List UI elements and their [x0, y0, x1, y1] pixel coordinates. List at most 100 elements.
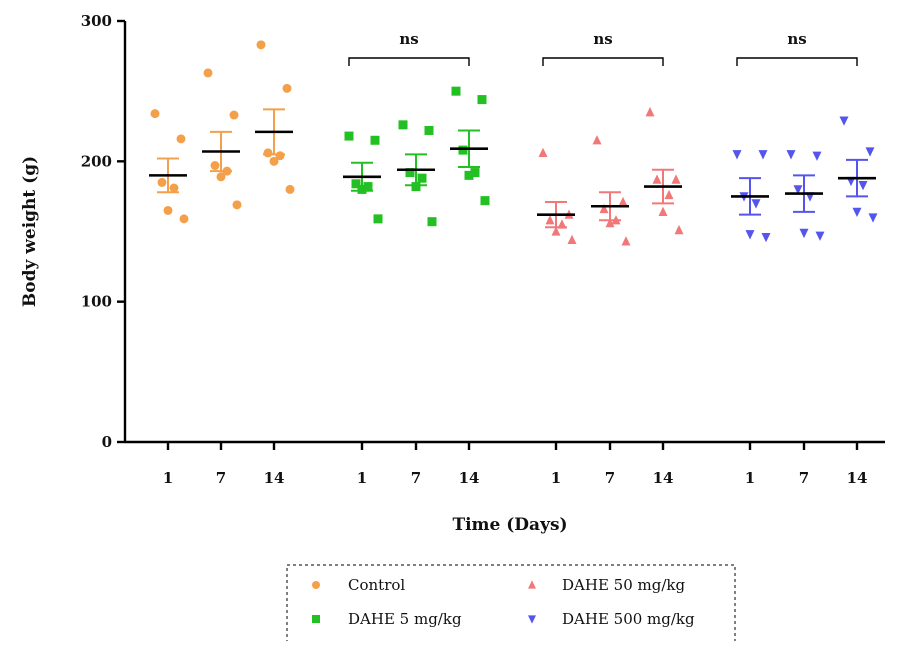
ns-bracket-line-0: [348, 57, 470, 66]
legend-marker-0: [312, 581, 320, 589]
legend-item-3: DAHE 500 mg/kg: [528, 610, 695, 628]
x-tick-label-1-1: 7: [411, 469, 421, 487]
point-1-0-5: [373, 214, 383, 224]
y-tick-label-1: 100: [81, 293, 112, 311]
point-1-0-0: [344, 131, 354, 141]
point-3-2-4: [852, 207, 862, 218]
point-3-1-2: [793, 185, 803, 195]
series-3: [731, 116, 878, 243]
point-1-1-1: [424, 125, 434, 135]
legend-item-1: DAHE 5 mg/kg: [312, 610, 462, 628]
point-0-1-4: [216, 172, 226, 182]
x-tick-label-2-0: 1: [551, 469, 561, 487]
x-tick-label-3-2: 14: [847, 469, 868, 487]
point-2-1-2: [599, 203, 609, 214]
point-2-1-5: [621, 236, 631, 246]
annotations-layer: ns ns ns: [348, 30, 858, 66]
point-3-2-3: [858, 181, 868, 191]
ns-bracket-1: ns: [542, 30, 664, 66]
group-1-2: [450, 86, 490, 206]
group-1-1: [397, 120, 437, 227]
point-1-1-4: [411, 182, 421, 192]
group-0-0: [149, 109, 189, 224]
point-2-0-2: [545, 215, 555, 225]
point-0-1-1: [229, 110, 239, 120]
group-3-1: [785, 150, 825, 241]
group-3-2: [838, 116, 878, 223]
group-2-0: [537, 147, 577, 245]
point-3-1-5: [815, 231, 825, 241]
group-2-1: [591, 135, 631, 246]
point-2-2-2: [652, 174, 662, 184]
point-0-0-2: [157, 177, 167, 187]
y-tick-label-0: 0: [102, 433, 112, 451]
x-tick-label-0-0: 1: [163, 469, 173, 487]
point-1-0-1: [370, 135, 380, 145]
x-tick-label-2-1: 7: [605, 469, 615, 487]
point-0-2-5: [285, 184, 295, 194]
point-2-1-1: [618, 196, 628, 207]
point-1-2-3: [470, 168, 480, 178]
point-2-0-4: [551, 226, 561, 236]
point-0-2-0: [256, 40, 266, 50]
x-tick-label-3-0: 1: [745, 469, 755, 487]
point-3-1-0: [786, 150, 796, 160]
point-3-0-3: [751, 199, 761, 209]
point-0-2-2: [263, 148, 273, 158]
point-2-0-0: [538, 147, 548, 158]
point-3-2-1: [865, 147, 875, 157]
y-tick-label-2: 200: [81, 152, 112, 170]
legend-marker-3: [528, 615, 536, 624]
point-1-2-0: [451, 86, 461, 96]
legend-label-2: DAHE 50 mg/kg: [562, 576, 685, 594]
point-1-1-3: [417, 173, 427, 183]
series-2: [537, 107, 684, 246]
point-3-0-4: [745, 230, 755, 240]
point-0-1-0: [203, 68, 213, 78]
point-0-2-4: [269, 156, 279, 166]
point-1-1-0: [398, 120, 408, 130]
point-0-0-5: [179, 214, 189, 224]
point-2-2-0: [645, 107, 655, 117]
legend-label-1: DAHE 5 mg/kg: [348, 610, 462, 628]
point-2-2-3: [664, 189, 674, 200]
x-tick-label-0-2: 14: [264, 469, 285, 487]
point-0-0-4: [163, 205, 173, 215]
series-1: [343, 86, 490, 227]
point-1-2-5: [480, 196, 490, 206]
ns-label-1: ns: [593, 30, 612, 48]
legend-item-0: Control: [312, 576, 405, 594]
point-3-0-5: [761, 232, 771, 243]
point-1-1-5: [427, 217, 437, 227]
point-3-0-1: [758, 150, 768, 160]
point-2-2-1: [671, 174, 681, 184]
point-0-0-1: [176, 134, 186, 144]
point-0-0-0: [150, 109, 160, 119]
point-0-0-3: [169, 183, 179, 193]
point-3-2-5: [868, 213, 878, 223]
ns-label-0: ns: [399, 30, 418, 48]
point-2-1-0: [592, 135, 602, 145]
marks-layer: [149, 40, 878, 246]
legend-marker-1: [312, 615, 320, 623]
point-1-1-2: [405, 168, 415, 178]
legend: Control DAHE 5 mg/kg DAHE 50 mg/kg DAHE 500…: [286, 564, 736, 645]
point-1-0-2: [351, 179, 361, 189]
group-0-2: [255, 40, 295, 194]
group-1-0: [343, 131, 383, 224]
legend-border: [286, 564, 736, 645]
group-2-2: [644, 107, 684, 235]
point-3-0-0: [732, 150, 742, 160]
x-axis-title: Time (Days): [452, 515, 567, 535]
point-3-1-1: [812, 151, 822, 161]
legend-label-0: Control: [348, 576, 405, 594]
point-1-0-3: [363, 182, 373, 192]
group-3-0: [731, 150, 771, 243]
ns-bracket-line-1: [542, 57, 664, 66]
legend-label-3: DAHE 500 mg/kg: [562, 610, 695, 628]
point-1-2-2: [458, 145, 468, 155]
point-3-1-4: [799, 228, 809, 239]
point-2-2-4: [658, 206, 668, 216]
